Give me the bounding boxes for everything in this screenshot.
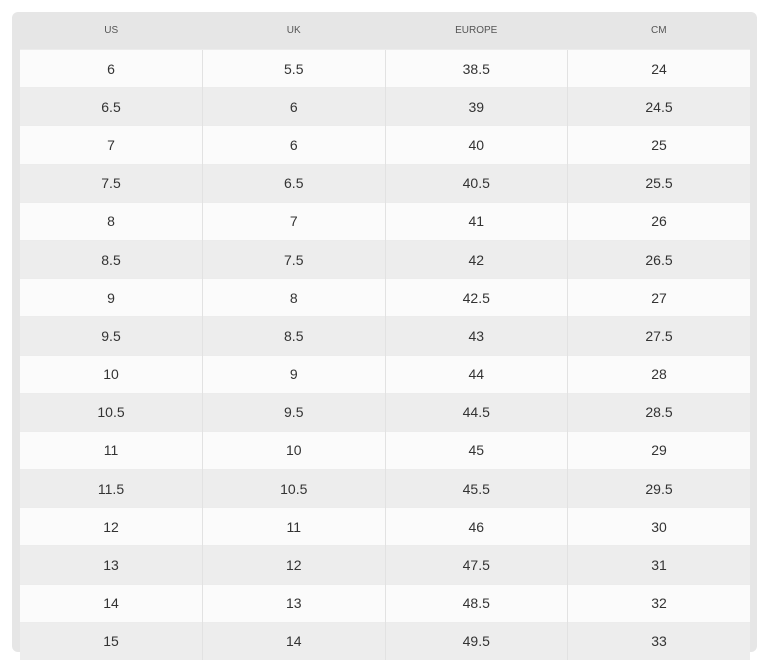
table-row: 12 11 46 30 bbox=[20, 507, 750, 546]
table-cell: 38.5 bbox=[384, 48, 568, 88]
table-row: 10 9 44 28 bbox=[20, 354, 750, 394]
table-cell: 40 bbox=[384, 125, 568, 165]
table-cell: 14 bbox=[20, 583, 203, 623]
table-cell: 45.5 bbox=[384, 469, 568, 508]
table-cell: 29 bbox=[567, 430, 750, 470]
table-cell: 6 bbox=[202, 125, 385, 165]
table-cell: 46 bbox=[384, 507, 568, 546]
table-cell: 9 bbox=[202, 354, 385, 394]
column-header: CM bbox=[650, 25, 667, 36]
table-cell: 6 bbox=[202, 87, 385, 126]
table-cell: 28.5 bbox=[567, 392, 750, 432]
size-table: US UK EUROPE CM 6 5.5 38.5 24 6.5 6 39 24.5 7 6 40 25 7… bbox=[20, 12, 750, 660]
table-cell: 11.5 bbox=[20, 469, 203, 508]
table-cell: 25 bbox=[567, 125, 750, 165]
table-cell: 39 bbox=[384, 87, 568, 126]
table-row: 7 6 40 25 bbox=[20, 125, 750, 165]
table-cell: 11 bbox=[202, 507, 385, 546]
table-cell: 9.5 bbox=[20, 316, 203, 355]
table-row: 6.5 6 39 24.5 bbox=[20, 87, 750, 126]
table-cell: 7 bbox=[202, 201, 385, 241]
table-cell: 43 bbox=[384, 316, 568, 355]
column-header: UK bbox=[286, 25, 301, 36]
table-cell: 28 bbox=[567, 354, 750, 394]
table-cell: 47.5 bbox=[384, 545, 568, 585]
column-header: EUROPE bbox=[455, 25, 498, 36]
column-header: US bbox=[104, 25, 119, 36]
table-cell: 49.5 bbox=[384, 621, 568, 660]
table-cell: 24.5 bbox=[567, 87, 750, 126]
table-cell: 8 bbox=[202, 278, 385, 317]
table-cell: 7.5 bbox=[202, 239, 385, 279]
table-row: 13 12 47.5 31 bbox=[20, 545, 750, 585]
table-cell: 25.5 bbox=[567, 163, 750, 203]
table-row: 8.5 7.5 42 26.5 bbox=[20, 239, 750, 279]
table-cell: 8.5 bbox=[202, 316, 385, 355]
table-cell: 44.5 bbox=[384, 392, 568, 432]
table-cell: 6.5 bbox=[20, 87, 203, 126]
table-cell: 6.5 bbox=[202, 163, 385, 203]
table-cell: 9.5 bbox=[202, 392, 385, 432]
table-cell: 14 bbox=[202, 621, 385, 660]
table-cell: 45 bbox=[384, 430, 568, 470]
header-row: US UK EUROPE CM bbox=[20, 12, 750, 50]
table-row: 11.5 10.5 45.5 29.5 bbox=[20, 469, 750, 508]
table-cell: 7 bbox=[20, 125, 203, 165]
table-cell: 10 bbox=[202, 430, 385, 470]
table-cell: 24 bbox=[567, 48, 750, 88]
table-cell: 12 bbox=[20, 507, 203, 546]
table-row: 9 8 42.5 27 bbox=[20, 278, 750, 317]
table-cell: 8 bbox=[20, 201, 203, 241]
table-cell: 42.5 bbox=[384, 278, 568, 317]
table-cell: 27 bbox=[567, 278, 750, 317]
table-row: 11 10 45 29 bbox=[20, 430, 750, 470]
table-row: 6 5.5 38.5 24 bbox=[20, 48, 750, 88]
table-cell: 15 bbox=[20, 621, 203, 660]
table-cell: 44 bbox=[384, 354, 568, 394]
table-cell: 13 bbox=[20, 545, 203, 585]
table-cell: 5.5 bbox=[202, 48, 385, 88]
size-chart: US UK EUROPE CM 6 5.5 38.5 24 6.5 6 39 24.5 7 6 40 25 7… bbox=[12, 12, 757, 660]
table-row: 8 7 41 26 bbox=[20, 201, 750, 241]
table-cell: 29.5 bbox=[567, 469, 750, 508]
table-row: 7.5 6.5 40.5 25.5 bbox=[20, 163, 750, 203]
table-cell: 30 bbox=[567, 507, 750, 546]
table-cell: 7.5 bbox=[20, 163, 203, 203]
table-cell: 11 bbox=[20, 430, 203, 470]
table-cell: 10.5 bbox=[202, 469, 385, 508]
table-cell: 40.5 bbox=[384, 163, 568, 203]
table-cell: 31 bbox=[567, 545, 750, 585]
table-cell: 32 bbox=[567, 583, 750, 623]
table-row: 15 14 49.5 33 bbox=[20, 621, 750, 660]
table-cell: 6 bbox=[20, 48, 203, 88]
table-cell: 10 bbox=[20, 354, 203, 394]
table-cell: 26.5 bbox=[567, 239, 750, 279]
table-cell: 27.5 bbox=[567, 316, 750, 355]
table-cell: 13 bbox=[202, 583, 385, 623]
table-cell: 9 bbox=[20, 278, 203, 317]
table-cell: 41 bbox=[384, 201, 568, 241]
table-row: 9.5 8.5 43 27.5 bbox=[20, 316, 750, 355]
table-body: 6 5.5 38.5 24 6.5 6 39 24.5 7 6 40 25 7.5 6.5 40.5 25.5… bbox=[20, 48, 750, 660]
table-row: 10.5 9.5 44.5 28.5 bbox=[20, 392, 750, 432]
table-cell: 10.5 bbox=[20, 392, 203, 432]
table-cell: 48.5 bbox=[384, 583, 568, 623]
table-cell: 26 bbox=[567, 201, 750, 241]
table-cell: 12 bbox=[202, 545, 385, 585]
table-cell: 42 bbox=[384, 239, 568, 279]
table-cell: 8.5 bbox=[20, 239, 203, 279]
table-row: 14 13 48.5 32 bbox=[20, 583, 750, 623]
table-cell: 33 bbox=[567, 621, 750, 660]
